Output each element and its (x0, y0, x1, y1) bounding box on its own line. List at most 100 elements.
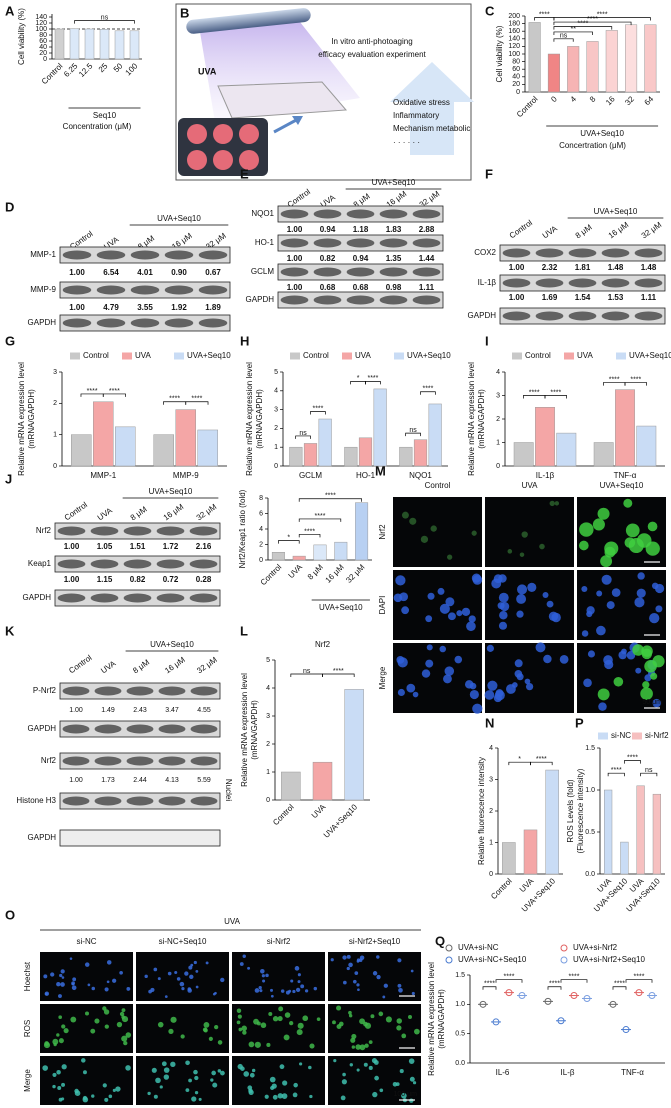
y-tick-label: 0 (274, 463, 278, 470)
blot-band (156, 593, 185, 603)
y-tick-label: 5 (274, 369, 278, 376)
cell (409, 1076, 415, 1082)
significance-bracket (322, 673, 355, 677)
blot-band (535, 311, 564, 321)
quantity-label: 1.53 (608, 293, 624, 302)
cell (519, 552, 525, 557)
x-tick-label: HO-1 (356, 471, 376, 480)
cell (376, 974, 381, 980)
cell (466, 621, 476, 632)
significance-bracket (298, 498, 362, 502)
bar (71, 434, 92, 467)
cell (309, 1043, 315, 1049)
y-tick-label: 2 (266, 741, 270, 748)
legend-label: UVA+si-Nrf2 (573, 943, 618, 952)
blot-band (346, 267, 375, 277)
significance-label: **** (529, 389, 540, 396)
cell (355, 1044, 361, 1050)
column-label: UVA+Seq10 (600, 481, 644, 490)
y-tick-label: 0.0 (455, 1060, 465, 1067)
quantity-label: 4.13 (165, 777, 179, 784)
panel-letter: N (485, 715, 494, 730)
row-label: Nrf2 (36, 526, 52, 535)
diagram-item: Oxidative stress (393, 98, 450, 107)
x-tick-label: 25 (97, 61, 110, 74)
bar (271, 552, 285, 561)
cell (439, 645, 447, 653)
legend-label: UVA+Seq10 (629, 351, 671, 360)
cell (579, 522, 594, 537)
y-axis-label: Relative mRNA expression level (245, 362, 254, 476)
cell (91, 1094, 95, 1098)
blot-band (568, 278, 597, 288)
cell (309, 1094, 313, 1099)
cell (282, 1080, 288, 1086)
cell (587, 650, 595, 658)
cell (516, 593, 527, 604)
panel-letter: P (575, 715, 584, 730)
bar (114, 30, 125, 60)
cell (268, 1011, 273, 1016)
quantity-label: 1.89 (205, 303, 221, 312)
significance-bracket (544, 395, 567, 399)
cell (125, 1065, 131, 1071)
row-label: GAPDH (28, 833, 57, 842)
quantity-label: 0.82 (320, 254, 336, 263)
cell (521, 531, 528, 538)
cell (468, 615, 476, 623)
micrograph (577, 570, 666, 640)
cell (205, 961, 209, 965)
y-axis-label: Relative mRNA expression level (17, 362, 26, 476)
cell (447, 554, 453, 560)
significance-label: * (287, 534, 290, 541)
cell (220, 977, 225, 983)
cell (546, 600, 554, 608)
significance-bracket (405, 432, 421, 437)
y-axis-label: (mRNA/GAPDH) (255, 389, 264, 449)
bar (413, 439, 428, 467)
panel-letter: F (485, 166, 493, 181)
blot-band (57, 526, 86, 536)
cell (84, 1011, 90, 1016)
blot-band (94, 724, 122, 734)
significance-label: ns (299, 430, 307, 437)
cell (330, 958, 334, 962)
cell (185, 1088, 190, 1093)
panel-letter: L (240, 623, 248, 638)
blot-band (313, 267, 342, 277)
cell (237, 1014, 242, 1019)
legend-label: UVA (355, 351, 372, 360)
quantity-label: 1.00 (287, 225, 303, 234)
blot-band (62, 724, 90, 734)
cell (597, 688, 610, 701)
bar (153, 434, 174, 467)
y-tick-label: 20 (39, 50, 47, 57)
cell (543, 654, 552, 664)
micrograph (136, 1056, 229, 1105)
dot (492, 1018, 500, 1026)
cell (420, 535, 429, 543)
x-tick-label: IL-6 (496, 1068, 510, 1077)
y-tick-label: 8 (259, 495, 263, 502)
dot (583, 994, 591, 1002)
bar (593, 442, 614, 467)
column-label: 16 μM (163, 655, 187, 675)
quantity-label: 1.00 (69, 777, 83, 784)
cell (641, 645, 653, 657)
bar (535, 407, 555, 467)
cell (56, 1033, 60, 1037)
cell (210, 1078, 214, 1082)
cell (57, 1086, 62, 1090)
cell (194, 1075, 199, 1081)
dot (505, 989, 513, 997)
quantity-label: 1.00 (69, 303, 85, 312)
cell (527, 582, 537, 592)
cell (507, 549, 513, 554)
cell (342, 955, 347, 960)
y-tick-label: 40 (39, 44, 47, 51)
cell (248, 1041, 255, 1048)
cell (260, 1022, 267, 1029)
cell (412, 1081, 417, 1085)
legend-swatch (564, 352, 574, 360)
cell (351, 1045, 356, 1049)
